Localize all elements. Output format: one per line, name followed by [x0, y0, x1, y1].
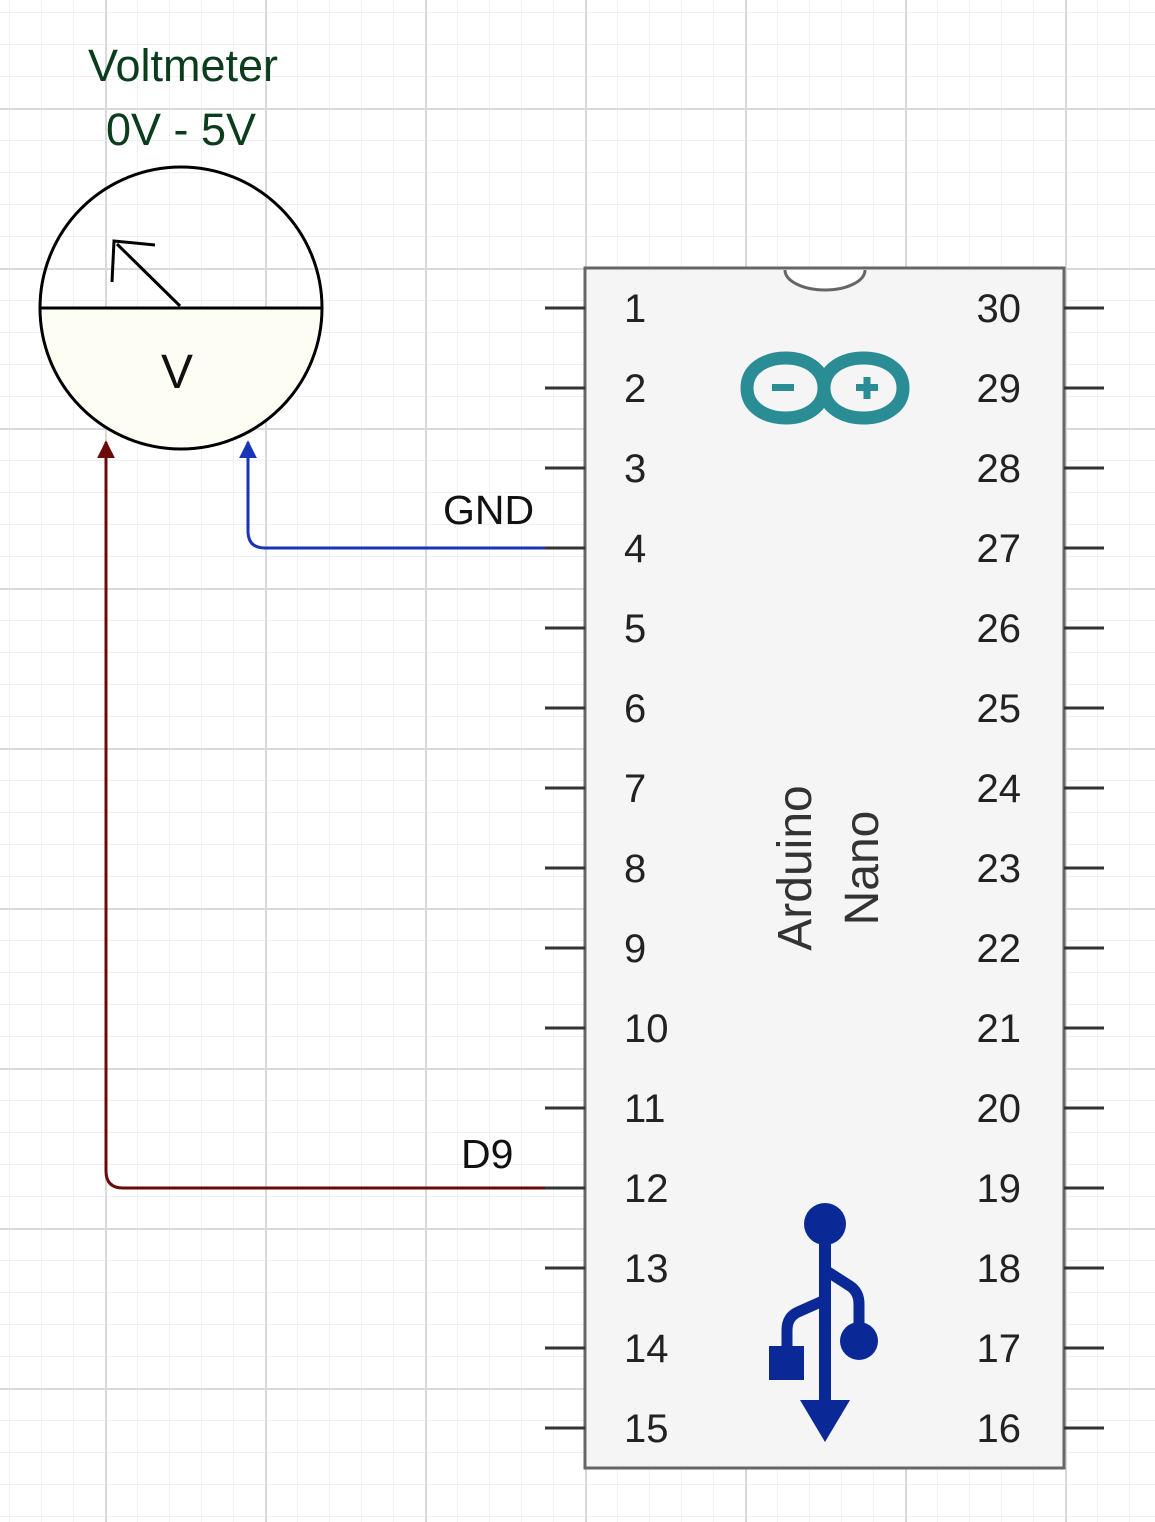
- right-pin-label-23: 23: [977, 847, 1022, 891]
- chip-label-line1: Arduino: [769, 785, 822, 950]
- voltmeter-range: 0V - 5V: [106, 104, 256, 155]
- left-pin-label-7: 7: [624, 767, 646, 811]
- right-pin-label-24: 24: [977, 767, 1022, 811]
- chip-notch: [783, 269, 867, 292]
- left-pin-label-3: 3: [624, 447, 646, 491]
- right-pin-label-21: 21: [977, 1007, 1022, 1051]
- left-pin-label-2: 2: [624, 367, 646, 411]
- right-pin-label-29: 29: [977, 367, 1022, 411]
- right-pin-label-17: 17: [977, 1327, 1022, 1371]
- pin-labels: 1234567891011121314153029282726252423222…: [624, 287, 1021, 1451]
- left-pin-label-10: 10: [624, 1007, 669, 1051]
- chip-label-line2: Nano: [836, 811, 889, 926]
- right-pin-label-28: 28: [977, 447, 1022, 491]
- left-pin-label-9: 9: [624, 927, 646, 971]
- right-pin-label-30: 30: [977, 287, 1022, 331]
- arduino-nano-chip[interactable]: 1234567891011121314153029282726252423222…: [545, 266, 1104, 1470]
- left-pin-label-1: 1: [624, 287, 646, 331]
- left-pin-label-11: 11: [624, 1087, 666, 1131]
- right-pin-label-18: 18: [977, 1247, 1022, 1291]
- gnd-wire[interactable]: [239, 440, 545, 550]
- left-pin-label-6: 6: [624, 687, 646, 731]
- right-pin-label-22: 22: [977, 927, 1022, 971]
- left-pin-label-14: 14: [624, 1327, 669, 1371]
- chip-label: Arduino Nano: [769, 785, 889, 950]
- left-pin-label-8: 8: [624, 847, 646, 891]
- right-pin-label-16: 16: [977, 1407, 1022, 1451]
- d9-label: D9: [461, 1131, 513, 1177]
- d9-wire[interactable]: [97, 440, 545, 1190]
- right-pin-label-25: 25: [977, 687, 1022, 731]
- voltmeter-symbol[interactable]: V: [38, 165, 324, 451]
- right-pin-label-27: 27: [977, 527, 1022, 571]
- usb-icon: [769, 1203, 878, 1442]
- left-pin-label-12: 12: [624, 1167, 669, 1211]
- left-pin-label-4: 4: [624, 527, 646, 571]
- gnd-label: GND: [443, 487, 534, 533]
- right-pin-label-20: 20: [977, 1087, 1022, 1131]
- left-pin-label-13: 13: [624, 1247, 669, 1291]
- voltmeter-letter: V: [161, 346, 193, 399]
- left-pin-label-15: 15: [624, 1407, 669, 1451]
- left-pin-label-5: 5: [624, 607, 646, 651]
- right-pin-label-26: 26: [977, 607, 1022, 651]
- needle-arrow-icon: [110, 239, 182, 308]
- right-pin-label-19: 19: [977, 1167, 1022, 1211]
- pin-leads: [545, 306, 1104, 1430]
- voltmeter-title: Voltmeter: [88, 40, 278, 91]
- arduino-infinity-logo-icon: [740, 351, 910, 425]
